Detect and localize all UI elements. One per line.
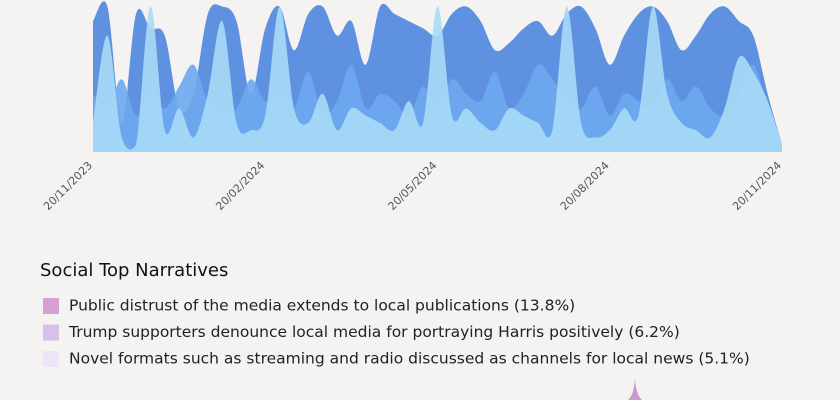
next-chart-peak xyxy=(628,378,642,400)
narrative-item: Trump supporters denounce local media fo… xyxy=(68,323,680,341)
x-tick-label: 20/08/2024 xyxy=(558,159,612,213)
x-tick-label: 20/11/2023 xyxy=(41,159,95,213)
section-title: Social Top Narratives xyxy=(40,260,228,281)
legend-swatch xyxy=(43,324,59,341)
x-tick-label: 20/02/2024 xyxy=(213,159,267,213)
legend-swatch xyxy=(43,351,59,367)
x-tick-label: 20/11/2024 xyxy=(730,159,784,213)
legend-swatch xyxy=(43,298,59,314)
narrative-item: Novel formats such as streaming and radi… xyxy=(69,350,750,368)
narrative-item: Public distrust of the media extends to … xyxy=(69,297,575,315)
x-tick-label: 20/05/2024 xyxy=(386,159,440,213)
area xyxy=(93,6,782,152)
